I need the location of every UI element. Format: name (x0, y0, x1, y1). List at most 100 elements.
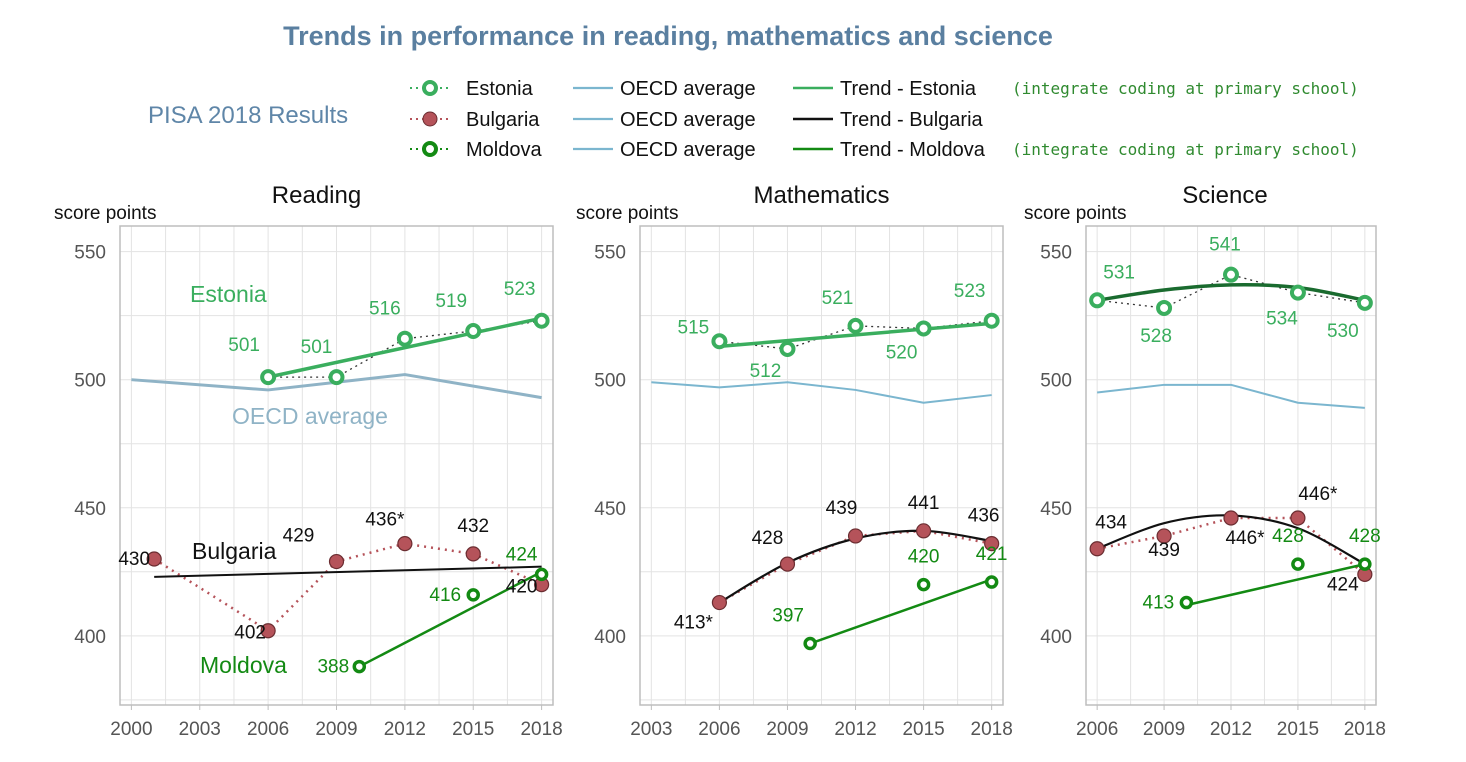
data-label-moldova: 424 (506, 544, 538, 565)
x-tick-label: 2018 (1344, 719, 1386, 740)
x-tick-label: 2015 (1277, 719, 1319, 740)
x-tick-label: 2006 (1076, 719, 1118, 740)
legend-key-marker (422, 141, 438, 157)
bulgaria-point (915, 523, 932, 539)
trend-bulgaria-line (154, 565, 542, 578)
y-axis-title: score points (54, 203, 156, 224)
x-tick-label: 2009 (315, 719, 357, 740)
legend-key-marker (422, 80, 438, 96)
data-label-bulgaria: 446* (1225, 528, 1265, 549)
panel-reading: Reading score points 400 450 500 550 2000 2003 2… (54, 182, 563, 740)
x-tick-label: 2015 (452, 719, 494, 740)
estonia-point (1223, 266, 1239, 283)
x-tick-label: 2009 (766, 719, 808, 740)
estonia-point (328, 369, 345, 386)
trend-moldova-line (809, 578, 993, 645)
oecd-average-line (1097, 383, 1365, 409)
x-tick-label: 2012 (384, 719, 426, 740)
data-label-estonia: 528 (1140, 326, 1172, 347)
y-tick-label: 450 (594, 499, 626, 520)
x-tick-label: 2018 (971, 719, 1013, 740)
data-label-estonia: 501 (228, 335, 260, 356)
moldova-point (1358, 557, 1372, 571)
legend-label-oecd-average: OECD average (620, 139, 756, 161)
chart-subtitle: PISA 2018 Results (148, 102, 348, 129)
bulgaria-point (146, 551, 162, 567)
estonia-point (1089, 292, 1106, 309)
x-tick-label: 2003 (630, 719, 672, 740)
data-label-moldova: 428 (1272, 526, 1304, 547)
moldova-point (984, 575, 999, 589)
legend-label-estonia: Estonia (466, 78, 534, 100)
legend-label-trend-estonia: Trend - Estonia (840, 78, 977, 100)
data-label-moldova: 428 (1349, 526, 1381, 547)
chart-title: Trends in performance in reading, mathem… (283, 21, 1053, 51)
estonia-point (915, 320, 932, 337)
series-annotation-moldova: Moldova (200, 652, 287, 678)
legend-label-oecd-average: OECD average (620, 78, 756, 100)
legend-label-moldova: Moldova (466, 139, 542, 161)
x-tick-label: 2018 (520, 719, 562, 740)
y-axis-title: score points (576, 203, 678, 224)
trend-moldova-line (358, 570, 543, 668)
data-label-estonia: 521 (822, 288, 854, 309)
legend-label-trend-moldova: Trend - Moldova (840, 139, 986, 161)
data-label-moldova: 397 (772, 606, 804, 627)
moldova-point (534, 567, 549, 582)
data-label-bulgaria: 424 (1327, 574, 1359, 595)
legend-label-bulgaria: Bulgaria (466, 109, 540, 131)
data-label-estonia: 516 (369, 299, 401, 320)
y-tick-label: 500 (594, 371, 626, 392)
trend-estonia-line (719, 321, 992, 349)
panel-science: Science score points 400 450 500 550 2006 2009 2… (1024, 182, 1386, 740)
data-label-estonia: 515 (678, 317, 710, 338)
plot-frame (639, 225, 1004, 706)
data-label-estonia: 534 (1266, 309, 1298, 330)
estonia-point (847, 317, 864, 334)
trend-estonia-line (267, 316, 542, 379)
y-tick-label: 550 (1040, 243, 1072, 264)
data-label-estonia: 520 (886, 342, 918, 363)
data-label-bulgaria: 439 (1148, 540, 1180, 561)
trend-moldova-line (1186, 562, 1366, 607)
y-axis-title: score points (1024, 203, 1126, 224)
moldova-point (803, 636, 817, 651)
moldova-point (352, 659, 367, 674)
panel-title: Reading (272, 182, 361, 209)
panels: Reading score points 400 450 500 550 2000 2003 2… (54, 182, 1386, 740)
bulgaria-point (779, 556, 796, 572)
estonia-point (1156, 299, 1173, 316)
x-tick-label: 2000 (110, 719, 152, 740)
moldova-point (1179, 595, 1194, 610)
panel-mathematics: Mathematics score points 400 450 500 550 2003 2… (576, 182, 1013, 740)
data-label-bulgaria: 439 (826, 498, 858, 519)
data-label-bulgaria: 436* (365, 510, 405, 531)
estonia-point (396, 330, 413, 347)
data-label-estonia: 523 (504, 279, 536, 300)
legend-key-marker (422, 111, 438, 127)
bulgaria-point (847, 528, 864, 544)
data-label-estonia: 501 (301, 337, 333, 358)
estonia-point (465, 323, 482, 340)
x-tick-label: 2003 (179, 719, 221, 740)
legend-label-trend-bulgaria: Trend - Bulgaria (840, 109, 984, 131)
data-label-bulgaria: 413* (674, 613, 714, 634)
series-annotation-bulgaria: Bulgaria (192, 538, 277, 564)
y-tick-label: 450 (1040, 499, 1072, 520)
estonia-point (1289, 284, 1306, 301)
estonia-point (711, 333, 728, 350)
data-label-moldova: 416 (429, 585, 461, 606)
data-label-moldova: 421 (976, 544, 1008, 565)
data-label-moldova: 388 (317, 657, 349, 678)
legend: Estonia OECD average Trend - Estonia (integ… (410, 78, 1359, 161)
y-tick-label: 450 (74, 499, 106, 520)
data-label-bulgaria: 432 (457, 516, 489, 537)
moldova-point (1291, 557, 1305, 571)
x-tick-label: 2012 (834, 719, 876, 740)
data-label-moldova: 420 (908, 547, 940, 568)
oecd-average-line (651, 381, 992, 404)
data-label-bulgaria: 420 (506, 577, 538, 598)
data-label-moldova: 413 (1143, 593, 1175, 614)
estonia-point (260, 369, 277, 386)
y-tick-label: 550 (74, 243, 106, 264)
